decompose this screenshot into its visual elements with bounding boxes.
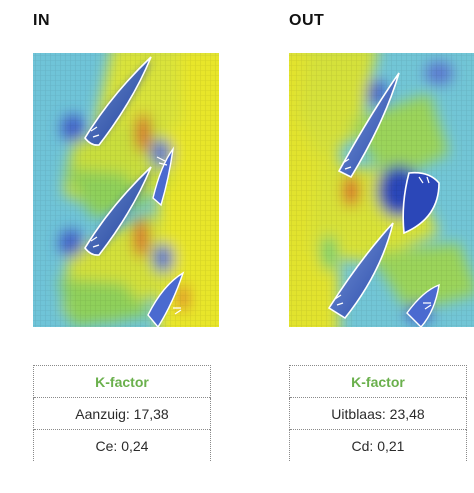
exhaust-value: Uitblaas: 23,48	[289, 397, 467, 430]
panel-title-in: IN	[33, 12, 50, 29]
flow-image-out	[289, 53, 474, 327]
flow-image-in	[33, 53, 219, 327]
intake-value: Aanzuig: 17,38	[33, 397, 211, 430]
panel-title-out: OUT	[289, 12, 325, 29]
k-factor-header-out: K-factor	[289, 365, 467, 398]
k-factor-table-out: K-factor Uitblaas: 23,48 Cd: 0,21	[289, 365, 467, 461]
ce-value: Ce: 0,24	[33, 429, 211, 461]
cd-value: Cd: 0,21	[289, 429, 467, 461]
k-factor-header-in: K-factor	[33, 365, 211, 398]
k-factor-table-in: K-factor Aanzuig: 17,38 Ce: 0,24	[33, 365, 211, 461]
